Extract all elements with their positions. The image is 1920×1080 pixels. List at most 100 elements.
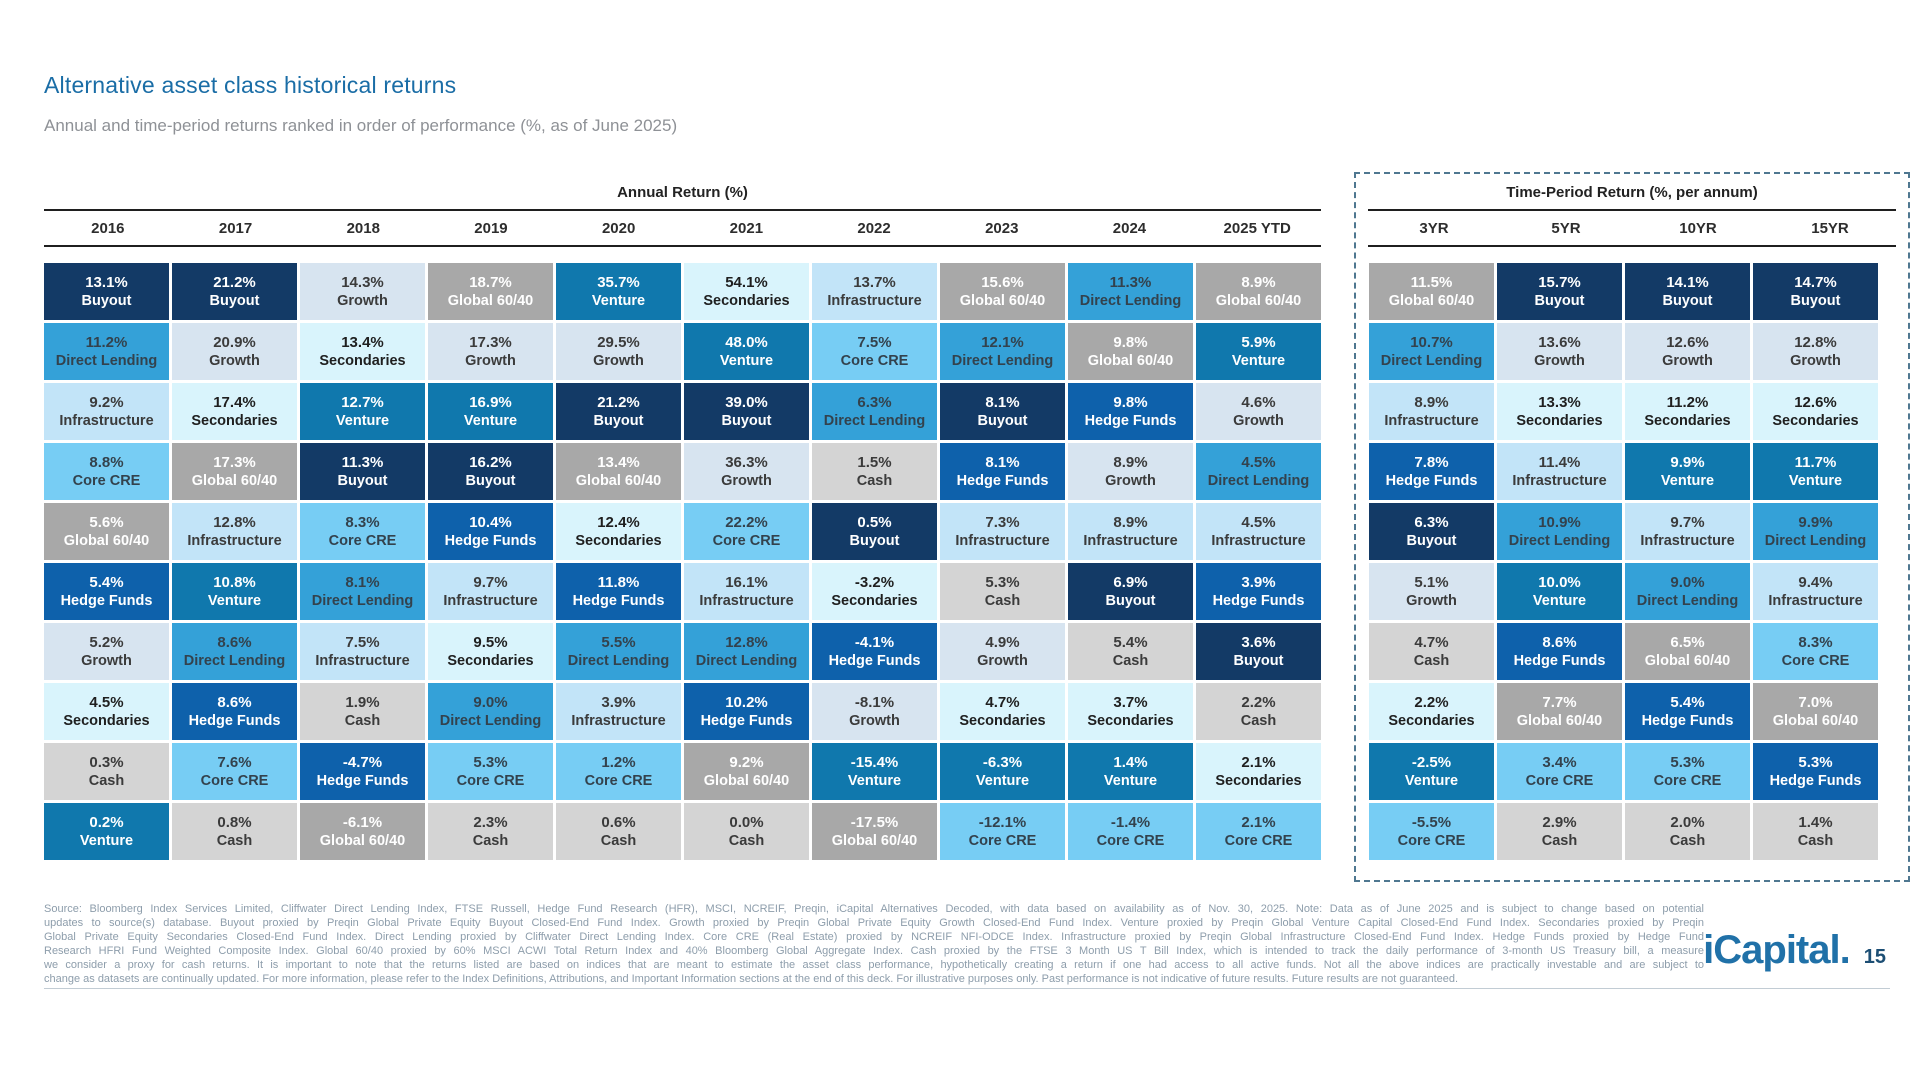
asset-class-label: Direct Lending <box>183 653 286 669</box>
return-cell: 7.0% Global 60/40 <box>1753 683 1878 740</box>
return-value: 9.8% <box>1113 334 1148 351</box>
asset-class-label: Global 60/40 <box>1644 653 1731 669</box>
return-cell: 54.1% Secondaries <box>684 263 809 320</box>
return-value: 12.8% <box>725 634 768 651</box>
return-value: 16.9% <box>469 394 512 411</box>
return-cell: 1.5% Cash <box>812 443 937 500</box>
return-cell: 7.5% Core CRE <box>812 323 937 380</box>
return-cell: 0.3% Cash <box>44 743 169 800</box>
return-value: -3.2% <box>854 574 895 591</box>
asset-class-label: Core CRE <box>1781 653 1850 669</box>
return-cell: 6.3% Buyout <box>1369 503 1494 560</box>
asset-class-label: Buyout <box>337 473 388 489</box>
return-value: 13.4% <box>597 454 640 471</box>
asset-class-label: Infrastructure <box>187 533 282 549</box>
asset-class-label: Buyout <box>81 293 132 309</box>
return-cell: 3.9% Infrastructure <box>556 683 681 740</box>
return-cell: 11.2% Direct Lending <box>44 323 169 380</box>
return-value: -1.4% <box>1110 814 1151 831</box>
return-cell: 3.6% Buyout <box>1196 623 1321 680</box>
return-value: 4.7% <box>1414 634 1449 651</box>
return-column: 21.2% Buyout 20.9% Growth 17.4% Secondaries 17… <box>172 263 297 860</box>
asset-class-label: Core CRE <box>456 773 525 789</box>
asset-class-label: Infrastructure <box>1083 533 1178 549</box>
return-value: 14.3% <box>341 274 384 291</box>
return-value: 12.1% <box>981 334 1024 351</box>
return-value: 8.8% <box>89 454 124 471</box>
return-cell: 8.9% Global 60/40 <box>1196 263 1321 320</box>
return-value: 0.0% <box>729 814 764 831</box>
return-cell: 5.3% Cash <box>940 563 1065 620</box>
asset-class-label: Buyout <box>1662 293 1713 309</box>
asset-class-label: Core CRE <box>968 833 1037 849</box>
return-value: -6.3% <box>982 754 1023 771</box>
return-value: 36.3% <box>725 454 768 471</box>
return-cell: 4.7% Cash <box>1369 623 1494 680</box>
asset-class-label: Secondaries <box>319 353 406 369</box>
return-value: 10.9% <box>1538 514 1581 531</box>
asset-class-label: Growth <box>1105 473 1156 489</box>
return-cell: 6.5% Global 60/40 <box>1625 623 1750 680</box>
return-cell: 5.4% Cash <box>1068 623 1193 680</box>
return-value: 10.0% <box>1538 574 1581 591</box>
disclaimer-line: change as datasets are continually updat… <box>44 972 1459 985</box>
return-cell: 16.9% Venture <box>428 383 553 440</box>
return-value: 8.3% <box>345 514 380 531</box>
asset-class-label: Growth <box>337 293 388 309</box>
asset-class-label: Hedge Funds <box>60 593 153 609</box>
asset-class-label: Core CRE <box>712 533 781 549</box>
asset-class-label: Secondaries <box>1388 713 1475 729</box>
return-cell: -5.5% Core CRE <box>1369 803 1494 860</box>
asset-class-label: Growth <box>593 353 644 369</box>
return-cell: 0.5% Buyout <box>812 503 937 560</box>
logo-block: iCapital. 15 <box>1703 928 1886 973</box>
asset-class-label: Core CRE <box>1397 833 1466 849</box>
return-cell: 9.0% Direct Lending <box>428 683 553 740</box>
return-column: 13.7% Infrastructure 7.5% Core CRE 6.3% Direc… <box>812 263 937 860</box>
asset-class-label: Growth <box>721 473 772 489</box>
return-cell: 21.2% Buyout <box>556 383 681 440</box>
column-header: 15YR <box>1811 219 1849 237</box>
return-value: 4.5% <box>1241 514 1276 531</box>
return-cell: -6.1% Global 60/40 <box>300 803 425 860</box>
return-value: 12.7% <box>341 394 384 411</box>
return-value: 1.2% <box>601 754 636 771</box>
return-column: 14.3% Growth 13.4% Secondaries 12.7% Venture 1… <box>300 263 425 860</box>
return-cell: 10.2% Hedge Funds <box>684 683 809 740</box>
return-value: 8.9% <box>1241 274 1276 291</box>
disclaimer-line: Source: Bloomberg Index Services Limited… <box>44 903 1704 915</box>
return-value: 9.4% <box>1798 574 1833 591</box>
asset-class-label: Growth <box>1534 353 1585 369</box>
asset-class-label: Cash <box>88 773 125 789</box>
return-cell: 9.9% Venture <box>1625 443 1750 500</box>
icapital-logo-text: iCapital <box>1703 928 1840 972</box>
return-cell: 8.1% Hedge Funds <box>940 443 1065 500</box>
return-cell: 8.6% Hedge Funds <box>172 683 297 740</box>
return-value: 54.1% <box>725 274 768 291</box>
return-value: 9.9% <box>1798 514 1833 531</box>
asset-class-label: Venture <box>207 593 262 609</box>
return-cell: 0.6% Cash <box>556 803 681 860</box>
return-value: -6.1% <box>342 814 383 831</box>
return-value: 8.1% <box>985 394 1020 411</box>
asset-class-label: Venture <box>1103 773 1158 789</box>
return-value: 13.4% <box>341 334 384 351</box>
return-cell: 10.0% Venture <box>1497 563 1622 620</box>
return-cell: 8.9% Growth <box>1068 443 1193 500</box>
asset-class-label: Buyout <box>593 413 644 429</box>
return-value: 7.5% <box>345 634 380 651</box>
return-value: 17.3% <box>469 334 512 351</box>
return-cell: 12.8% Direct Lending <box>684 623 809 680</box>
asset-class-label: Global 60/40 <box>447 293 534 309</box>
asset-class-label: Buyout <box>1233 653 1284 669</box>
return-value: 3.6% <box>1241 634 1276 651</box>
return-cell: 10.9% Direct Lending <box>1497 503 1622 560</box>
column-header: 2016 <box>91 219 125 237</box>
asset-class-label: Buyout <box>1406 533 1457 549</box>
return-cell: 8.8% Core CRE <box>44 443 169 500</box>
return-value: 2.2% <box>1241 694 1276 711</box>
asset-class-label: Direct Lending <box>951 353 1054 369</box>
asset-class-label: Core CRE <box>584 773 653 789</box>
return-value: 4.9% <box>985 634 1020 651</box>
return-value: 8.6% <box>217 694 252 711</box>
